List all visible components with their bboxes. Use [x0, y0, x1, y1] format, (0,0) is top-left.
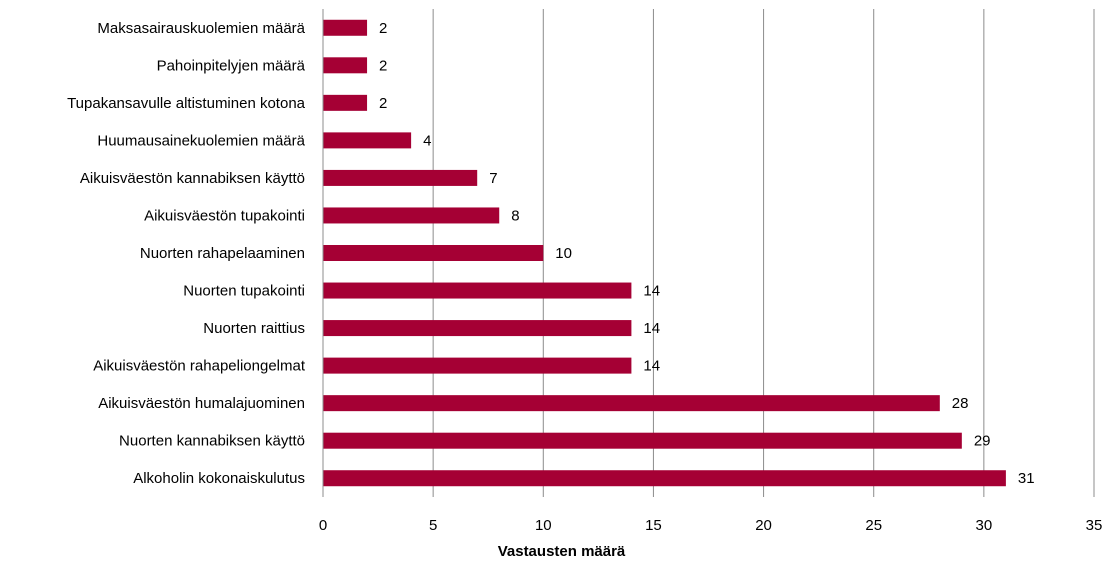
category-label: Aikuisväestön tupakointi — [144, 207, 305, 224]
x-tick-label: 10 — [535, 517, 552, 534]
category-label: Tupakansavulle altistuminen kotona — [67, 95, 306, 112]
data-label: 10 — [555, 245, 572, 262]
bar — [323, 470, 1006, 487]
category-label: Nuorten rahapelaaminen — [140, 245, 305, 262]
bar — [323, 320, 632, 337]
category-label: Alkoholin kokonaiskulutus — [133, 470, 305, 487]
category-label: Aikuisväestön humalajuominen — [98, 395, 305, 412]
x-tick-label: 5 — [429, 517, 437, 534]
data-label: 7 — [489, 170, 497, 187]
bars — [323, 19, 1006, 487]
x-tick-label: 30 — [976, 517, 993, 534]
category-label: Aikuisväestön kannabiksen käyttö — [80, 170, 305, 187]
bar — [323, 169, 478, 186]
data-label: 2 — [379, 20, 387, 37]
category-label: Nuorten kannabiksen käyttö — [119, 433, 305, 450]
bar — [323, 57, 368, 74]
x-tick-label: 15 — [645, 517, 662, 534]
category-labels: Maksasairauskuolemien määrä Pahoinpitelyj… — [67, 20, 306, 487]
bar — [323, 94, 368, 111]
data-label: 29 — [974, 433, 991, 450]
x-tick-labels: 0 5 10 15 20 25 30 35 — [319, 517, 1103, 534]
x-tick-label: 25 — [865, 517, 882, 534]
bar — [323, 282, 632, 299]
bar — [323, 19, 368, 36]
bar — [323, 357, 632, 374]
data-label: 8 — [511, 207, 519, 224]
category-label: Aikuisväestön rahapeliongelmat — [93, 358, 306, 375]
bar — [323, 132, 412, 149]
data-label: 14 — [643, 358, 660, 375]
category-label: Maksasairauskuolemien määrä — [97, 20, 305, 37]
gridlines — [432, 9, 1095, 497]
data-label: 14 — [643, 283, 660, 300]
category-label: Nuorten tupakointi — [183, 283, 305, 300]
x-tick-label: 0 — [319, 517, 327, 534]
x-axis-title: Vastausten määrä — [498, 543, 626, 560]
data-label: 14 — [643, 320, 660, 337]
bar — [323, 245, 544, 261]
data-label: 2 — [379, 95, 387, 112]
data-label: 31 — [1018, 470, 1035, 487]
category-label: Huumausainekuolemien määrä — [97, 132, 305, 149]
x-tick-label: 35 — [1086, 517, 1103, 534]
data-labels: 2 2 2 4 7 8 10 14 14 14 28 29 31 — [379, 20, 1035, 487]
category-label: Nuorten raittius — [203, 320, 305, 337]
data-label: 2 — [379, 57, 387, 74]
data-label: 28 — [952, 395, 969, 412]
data-label: 4 — [423, 132, 431, 149]
bar — [323, 207, 500, 224]
bar — [323, 395, 940, 412]
category-label: Pahoinpitelyjen määrä — [157, 57, 306, 74]
bar — [323, 432, 962, 449]
x-tick-label: 20 — [755, 517, 772, 534]
